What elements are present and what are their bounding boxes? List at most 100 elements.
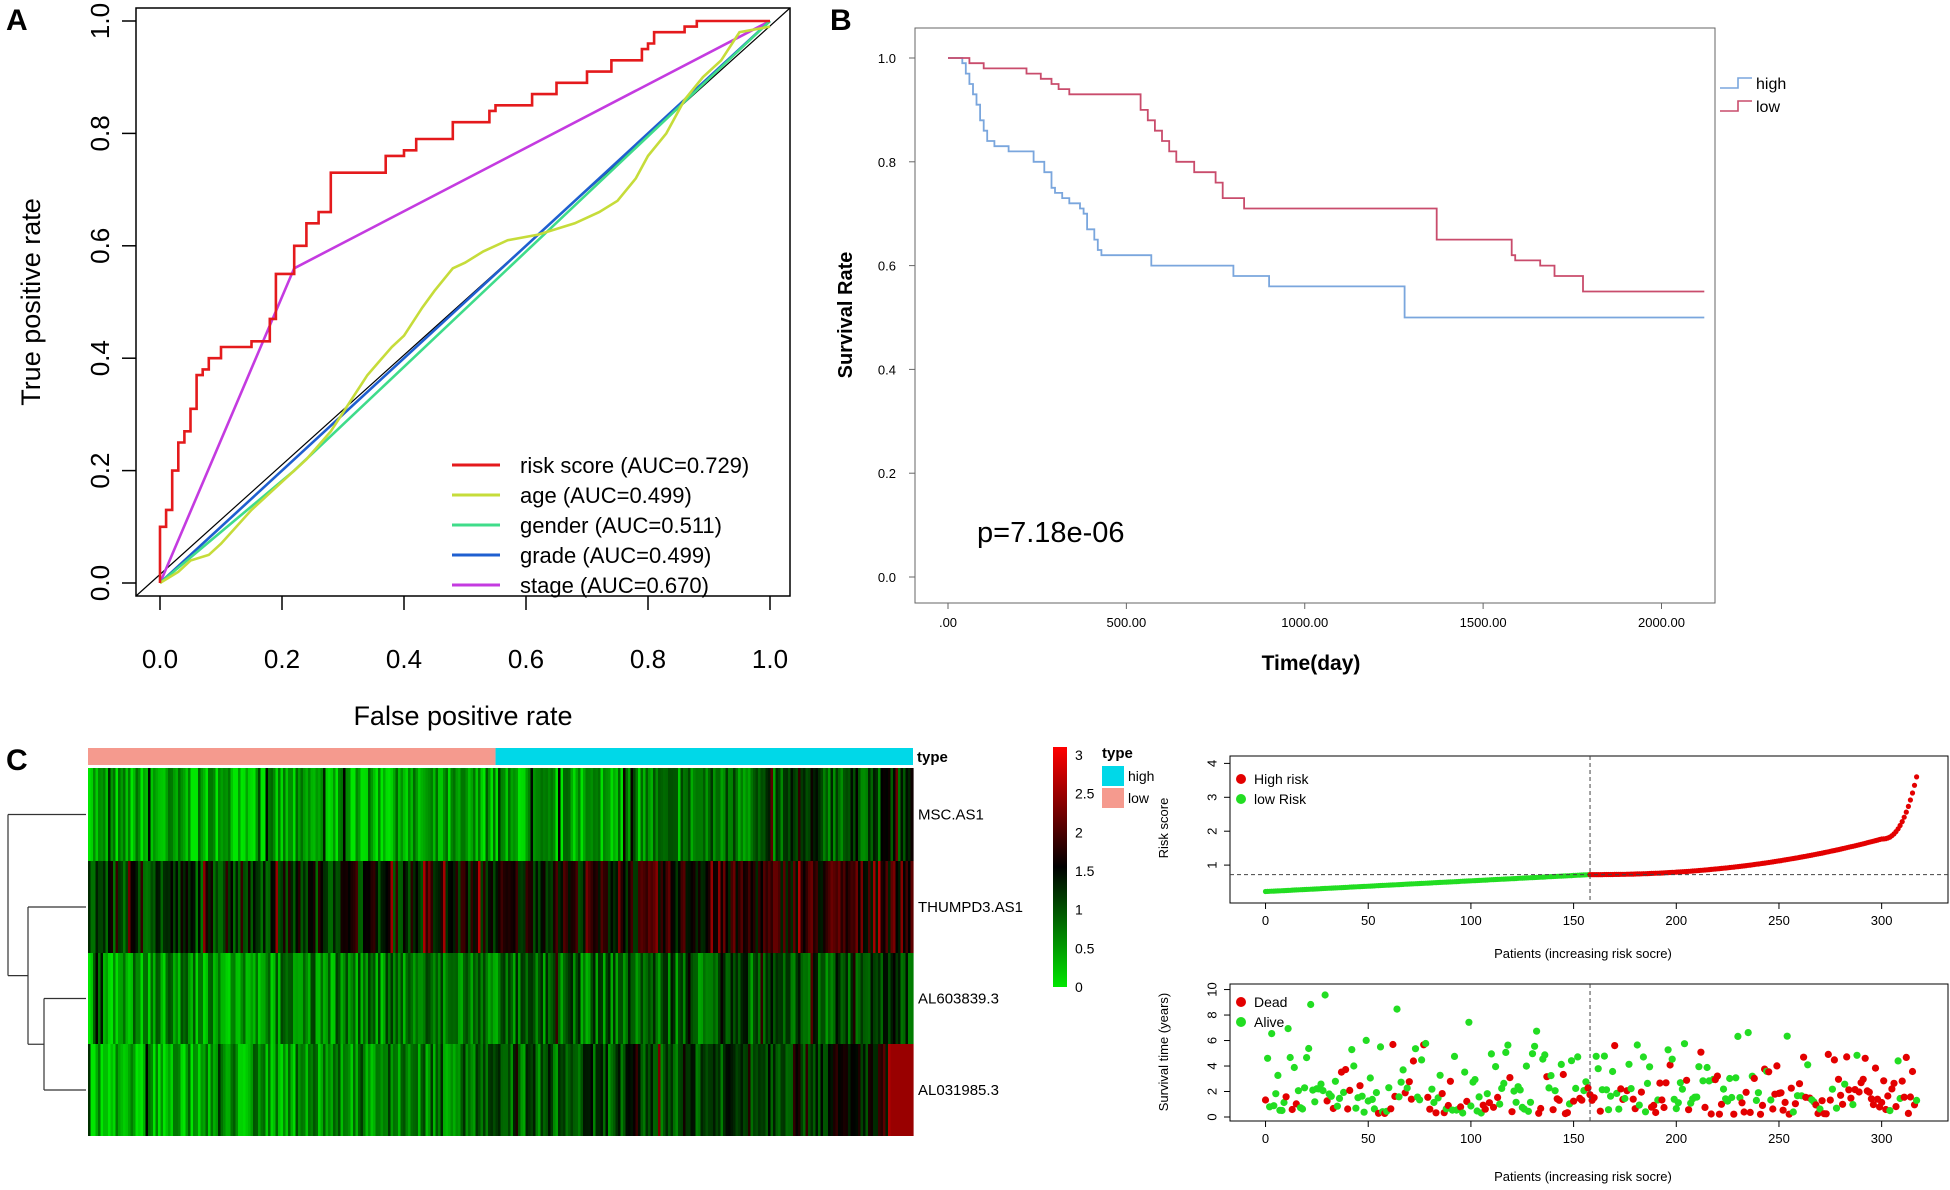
heatmap-cell (245, 861, 249, 953)
high-risk-point (1905, 803, 1911, 810)
heatmap-cell (520, 768, 524, 861)
alive-patient-point (1767, 1096, 1775, 1104)
heatmap-cell (243, 861, 247, 953)
heatmap-cell (355, 861, 359, 953)
alive-patient-point (1436, 1071, 1444, 1079)
patient-xtick-label: 300 (1871, 1131, 1893, 1146)
heatmap-cell (725, 1044, 729, 1136)
heatmap-cell (673, 953, 677, 1044)
heatmap-cell (765, 861, 769, 953)
heatmap-cell (285, 953, 289, 1044)
heatmap-cell (805, 1044, 809, 1136)
heatmap-cell (668, 861, 672, 953)
alive-patient-point (1615, 1105, 1623, 1113)
heatmap-cell (318, 1044, 322, 1136)
heatmap-cell (708, 1044, 712, 1136)
heatmap-cell (520, 861, 524, 953)
heatmap-cell (803, 768, 807, 861)
alive-patient-point (1693, 1093, 1701, 1101)
heatmap-cell (650, 1044, 654, 1136)
dead-patient-point (1717, 1100, 1726, 1108)
dead-patient-point (1830, 1056, 1838, 1064)
heatmap-cell (525, 953, 529, 1044)
alive-patient-point (1284, 1025, 1292, 1033)
heatmap-cell (450, 861, 454, 953)
heatmap-cell (600, 953, 604, 1044)
heatmap-cell (113, 1044, 117, 1136)
heatmap-cell (550, 768, 554, 861)
heatmap-cell (438, 1044, 442, 1136)
heatmap-cell (163, 861, 167, 953)
heatmap-cell (295, 768, 299, 861)
heatmap-cell (713, 1044, 717, 1136)
heatmap-cell (488, 861, 492, 953)
alive-patient-point (1461, 1068, 1469, 1076)
heatmap-cell (768, 861, 772, 953)
heatmap-cell (843, 861, 847, 953)
alive-patient-point (1305, 1044, 1313, 1053)
heatmap-cell (383, 1044, 387, 1136)
heatmap-cell (638, 768, 642, 861)
heatmap-cell (578, 953, 582, 1044)
alive-patient-point (1264, 1054, 1272, 1062)
heatmap-cell (425, 861, 429, 953)
heatmap-cell (565, 861, 569, 953)
heatmap-cell (848, 861, 852, 953)
heatmap-cell (910, 1044, 914, 1136)
heatmap-cell (813, 953, 817, 1044)
heatmap-cell (713, 768, 717, 861)
heatmap-cell (483, 861, 487, 953)
heatmap-cell (843, 953, 847, 1044)
heatmap-cell (593, 1044, 597, 1136)
heatmap-cell (743, 1044, 747, 1136)
heatmap-cell (173, 1044, 177, 1136)
heatmap-cell (123, 861, 127, 953)
heatmap-cell (173, 768, 177, 861)
dead-patient-point (1438, 1090, 1446, 1098)
heatmap-cell (360, 1044, 364, 1136)
heatmap-cell (533, 1044, 537, 1136)
heatmap-cell (670, 768, 674, 861)
dead-patient-point (1888, 1085, 1896, 1093)
heatmap-cell (363, 861, 367, 953)
heatmap-cell (293, 861, 297, 953)
heatmap-cell (145, 861, 149, 953)
heatmap-cell (780, 1044, 784, 1136)
heatmap-cell (880, 1044, 884, 1136)
heatmap-cell (813, 768, 817, 861)
heatmap-cell (340, 953, 344, 1044)
heatmap-cell (535, 953, 539, 1044)
alive-patient-point (1828, 1085, 1836, 1093)
heatmap-cell (318, 861, 322, 953)
heatmap-cell (900, 768, 904, 861)
heatmap-cell (485, 861, 489, 953)
heatmap-cell (563, 768, 567, 861)
heatmap-cell (870, 953, 874, 1044)
heatmap-cell (750, 953, 754, 1044)
dead-patient-point (1494, 1093, 1502, 1101)
heatmap-cell (600, 861, 604, 953)
heatmap-cell (563, 861, 567, 953)
heatmap-colorbar (1053, 747, 1067, 987)
heatmap-cell (335, 768, 339, 861)
heatmap-cell (793, 768, 797, 861)
heatmap-cell (120, 1044, 124, 1136)
heatmap-cell (673, 861, 677, 953)
heatmap-cell (775, 953, 779, 1044)
heatmap-cell (140, 1044, 144, 1136)
alive-patient-point (1376, 1043, 1385, 1051)
alive-patient-point (1362, 1036, 1370, 1044)
heatmap-cell (910, 953, 914, 1044)
alive-patient-point (1483, 1090, 1491, 1098)
heatmap-cell (528, 953, 532, 1044)
heatmap-cell (853, 768, 857, 861)
heatmap-cell (758, 1044, 762, 1136)
heatmap-cell (905, 1044, 909, 1136)
heatmap-cell (278, 861, 282, 953)
heatmap-cell (528, 768, 532, 861)
alive-patient-point (1397, 1078, 1405, 1086)
heatmap-cell (655, 861, 659, 953)
heatmap-cell (130, 768, 134, 861)
heatmap-cell (160, 861, 164, 953)
roc-xtick-label: 0.0 (142, 644, 178, 674)
